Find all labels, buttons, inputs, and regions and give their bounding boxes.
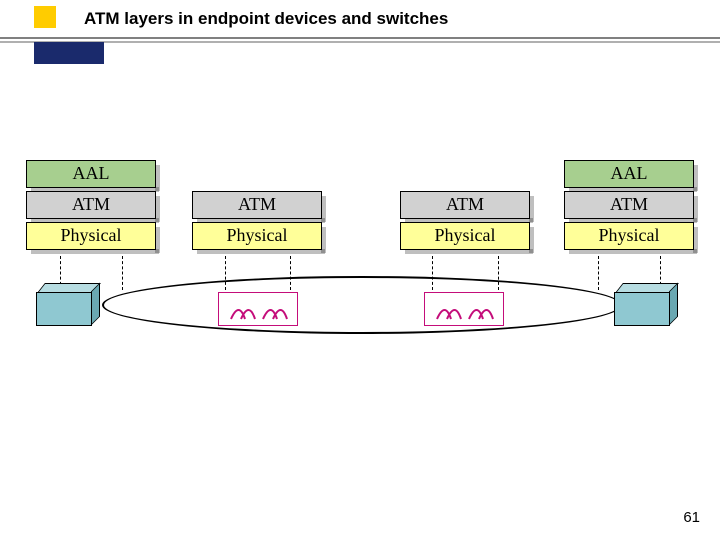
layer-atm: ATM — [400, 191, 530, 219]
stack-switch-1: ATM Physical — [192, 191, 322, 253]
layer-atm: ATM — [26, 191, 156, 219]
network-cloud — [102, 276, 622, 334]
stack-switch-2: ATM Physical — [400, 191, 530, 253]
bullet-square — [34, 6, 56, 28]
page-number: 61 — [683, 509, 700, 526]
layer-aal: AAL — [564, 160, 694, 188]
layer-physical: Physical — [564, 222, 694, 250]
stack-endpoint-right: AAL ATM Physical — [564, 160, 694, 253]
atm-layer-diagram: AAL ATM Physical ATM Physical ATM Physic… — [0, 160, 720, 420]
layer-aal: AAL — [26, 160, 156, 188]
switch-device-1 — [218, 284, 298, 318]
slide-header: ATM layers in endpoint devices and switc… — [0, 6, 720, 62]
switch-device-2 — [424, 284, 504, 318]
stack-endpoint-left: AAL ATM Physical — [26, 160, 156, 253]
header-rule-dark — [0, 37, 720, 39]
slide-title: ATM layers in endpoint devices and switc… — [84, 9, 448, 29]
layer-physical: Physical — [26, 222, 156, 250]
header-accent-block — [34, 42, 104, 64]
header-rule-light — [0, 41, 720, 43]
endpoint-device-left — [36, 284, 100, 324]
switch-icon — [431, 295, 499, 323]
layer-physical: Physical — [192, 222, 322, 250]
connector-dashed — [122, 256, 123, 290]
layer-atm: ATM — [564, 191, 694, 219]
connector-dashed — [598, 256, 599, 290]
layer-atm: ATM — [192, 191, 322, 219]
endpoint-device-right — [614, 284, 678, 324]
switch-icon — [225, 295, 293, 323]
layer-physical: Physical — [400, 222, 530, 250]
